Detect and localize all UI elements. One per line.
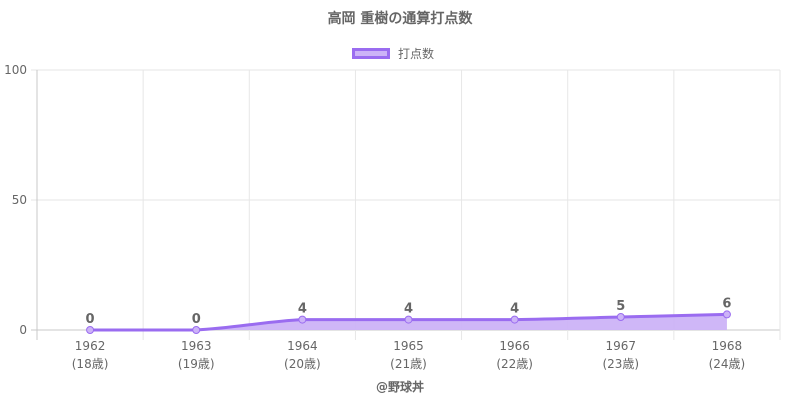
y-tick-label: 50 bbox=[12, 193, 27, 207]
x-tick-sublabel: (18歳) bbox=[72, 357, 109, 371]
data-label: 4 bbox=[298, 302, 307, 317]
data-label: 4 bbox=[404, 302, 413, 317]
x-tick-label: 1965 bbox=[393, 339, 424, 353]
data-label: 6 bbox=[722, 296, 731, 311]
data-point bbox=[298, 315, 307, 324]
legend-swatch bbox=[352, 47, 390, 59]
x-tick-label: 1963 bbox=[181, 339, 212, 353]
y-tick-label: 100 bbox=[4, 63, 27, 77]
data-label: 4 bbox=[510, 302, 519, 317]
data-label: 0 bbox=[86, 312, 95, 327]
x-tick-label: 1962 bbox=[75, 339, 106, 353]
data-point bbox=[722, 310, 731, 319]
x-tick-sublabel: (23歳) bbox=[602, 357, 639, 371]
watermark: @野球丼 bbox=[375, 380, 424, 394]
legend[interactable]: 打点数 bbox=[352, 44, 434, 62]
x-tick-label: 1967 bbox=[606, 339, 637, 353]
data-point bbox=[192, 326, 201, 334]
data-label: 0 bbox=[192, 312, 201, 327]
x-tick-label: 1964 bbox=[287, 339, 318, 353]
data-label: 5 bbox=[616, 299, 625, 314]
x-tick-label: 1968 bbox=[712, 339, 743, 353]
chart-title: 高岡 重樹の通算打点数 bbox=[327, 11, 473, 27]
data-point bbox=[510, 315, 519, 324]
x-tick-sublabel: (24歳) bbox=[709, 357, 746, 371]
x-tick-sublabel: (19歳) bbox=[178, 357, 215, 371]
x-tick-sublabel: (20歳) bbox=[284, 357, 321, 371]
y-tick-label: 0 bbox=[19, 323, 27, 337]
data-point bbox=[616, 313, 625, 321]
x-tick-sublabel: (21歳) bbox=[390, 357, 427, 371]
data-point bbox=[404, 315, 413, 324]
x-tick-sublabel: (22歳) bbox=[496, 357, 533, 371]
x-tick-label: 1966 bbox=[499, 339, 530, 353]
data-point bbox=[86, 326, 95, 334]
legend-label: 打点数 bbox=[398, 46, 435, 61]
